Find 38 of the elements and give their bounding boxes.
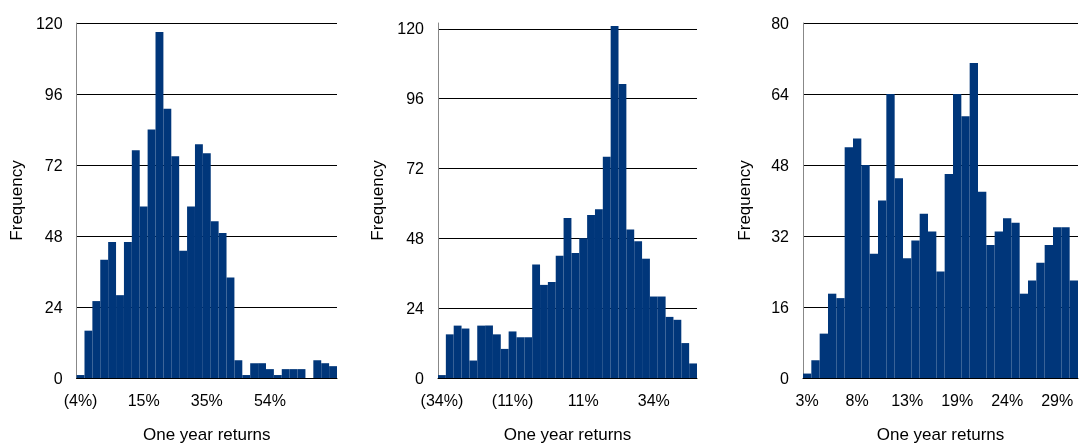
x-tick-label: 11%: [567, 391, 599, 409]
y-tick-label: 48: [406, 229, 425, 247]
y-axis-title: Frequency: [7, 159, 26, 241]
y-tick-label: 48: [771, 156, 790, 174]
y-tick-label: 120: [397, 20, 425, 38]
x-tick-label: 3%: [795, 391, 819, 409]
y-tick-label: 48: [44, 227, 63, 245]
x-tick-label: (4%): [63, 391, 98, 409]
y-tick-label: 0: [415, 369, 425, 387]
y-tick-label: 0: [53, 369, 63, 387]
y-tick-label: 24: [406, 299, 425, 317]
y-tick-label: 0: [780, 369, 790, 387]
y-tick-label: 120: [35, 14, 63, 32]
y-tick-label: 80: [771, 14, 790, 32]
x-tick-label: (11%): [491, 391, 534, 409]
y-tick-label: 32: [771, 227, 790, 245]
x-tick-label: 54%: [253, 391, 286, 409]
y-axis-title: Frequency: [735, 159, 754, 241]
x-tick-label: 19%: [941, 391, 974, 409]
y-tick-label: 96: [406, 90, 425, 108]
x-tick-label: 29%: [1041, 391, 1074, 409]
y-tick-label: 96: [44, 85, 63, 103]
x-axis-title: One year returns: [143, 425, 271, 444]
x-tick-label: 8%: [845, 391, 869, 409]
x-tick-label: 34%: [637, 391, 670, 409]
y-tick-label: 16: [771, 298, 790, 316]
x-tick-label: 24%: [991, 391, 1024, 409]
y-tick-label: 72: [406, 159, 425, 177]
x-tick-label: 15%: [127, 391, 160, 409]
y-tick-label: 24: [44, 298, 63, 316]
y-tick-label: 64: [771, 85, 790, 103]
y-tick-label: 72: [44, 156, 63, 174]
y-axis-title: Frequency: [368, 159, 388, 241]
x-tick-label: 35%: [190, 391, 223, 409]
x-axis-title: One year returns: [503, 425, 632, 444]
x-tick-label: 13%: [891, 391, 924, 409]
x-axis-title: One year returns: [876, 425, 1005, 444]
x-tick-label: (34%): [420, 391, 464, 409]
